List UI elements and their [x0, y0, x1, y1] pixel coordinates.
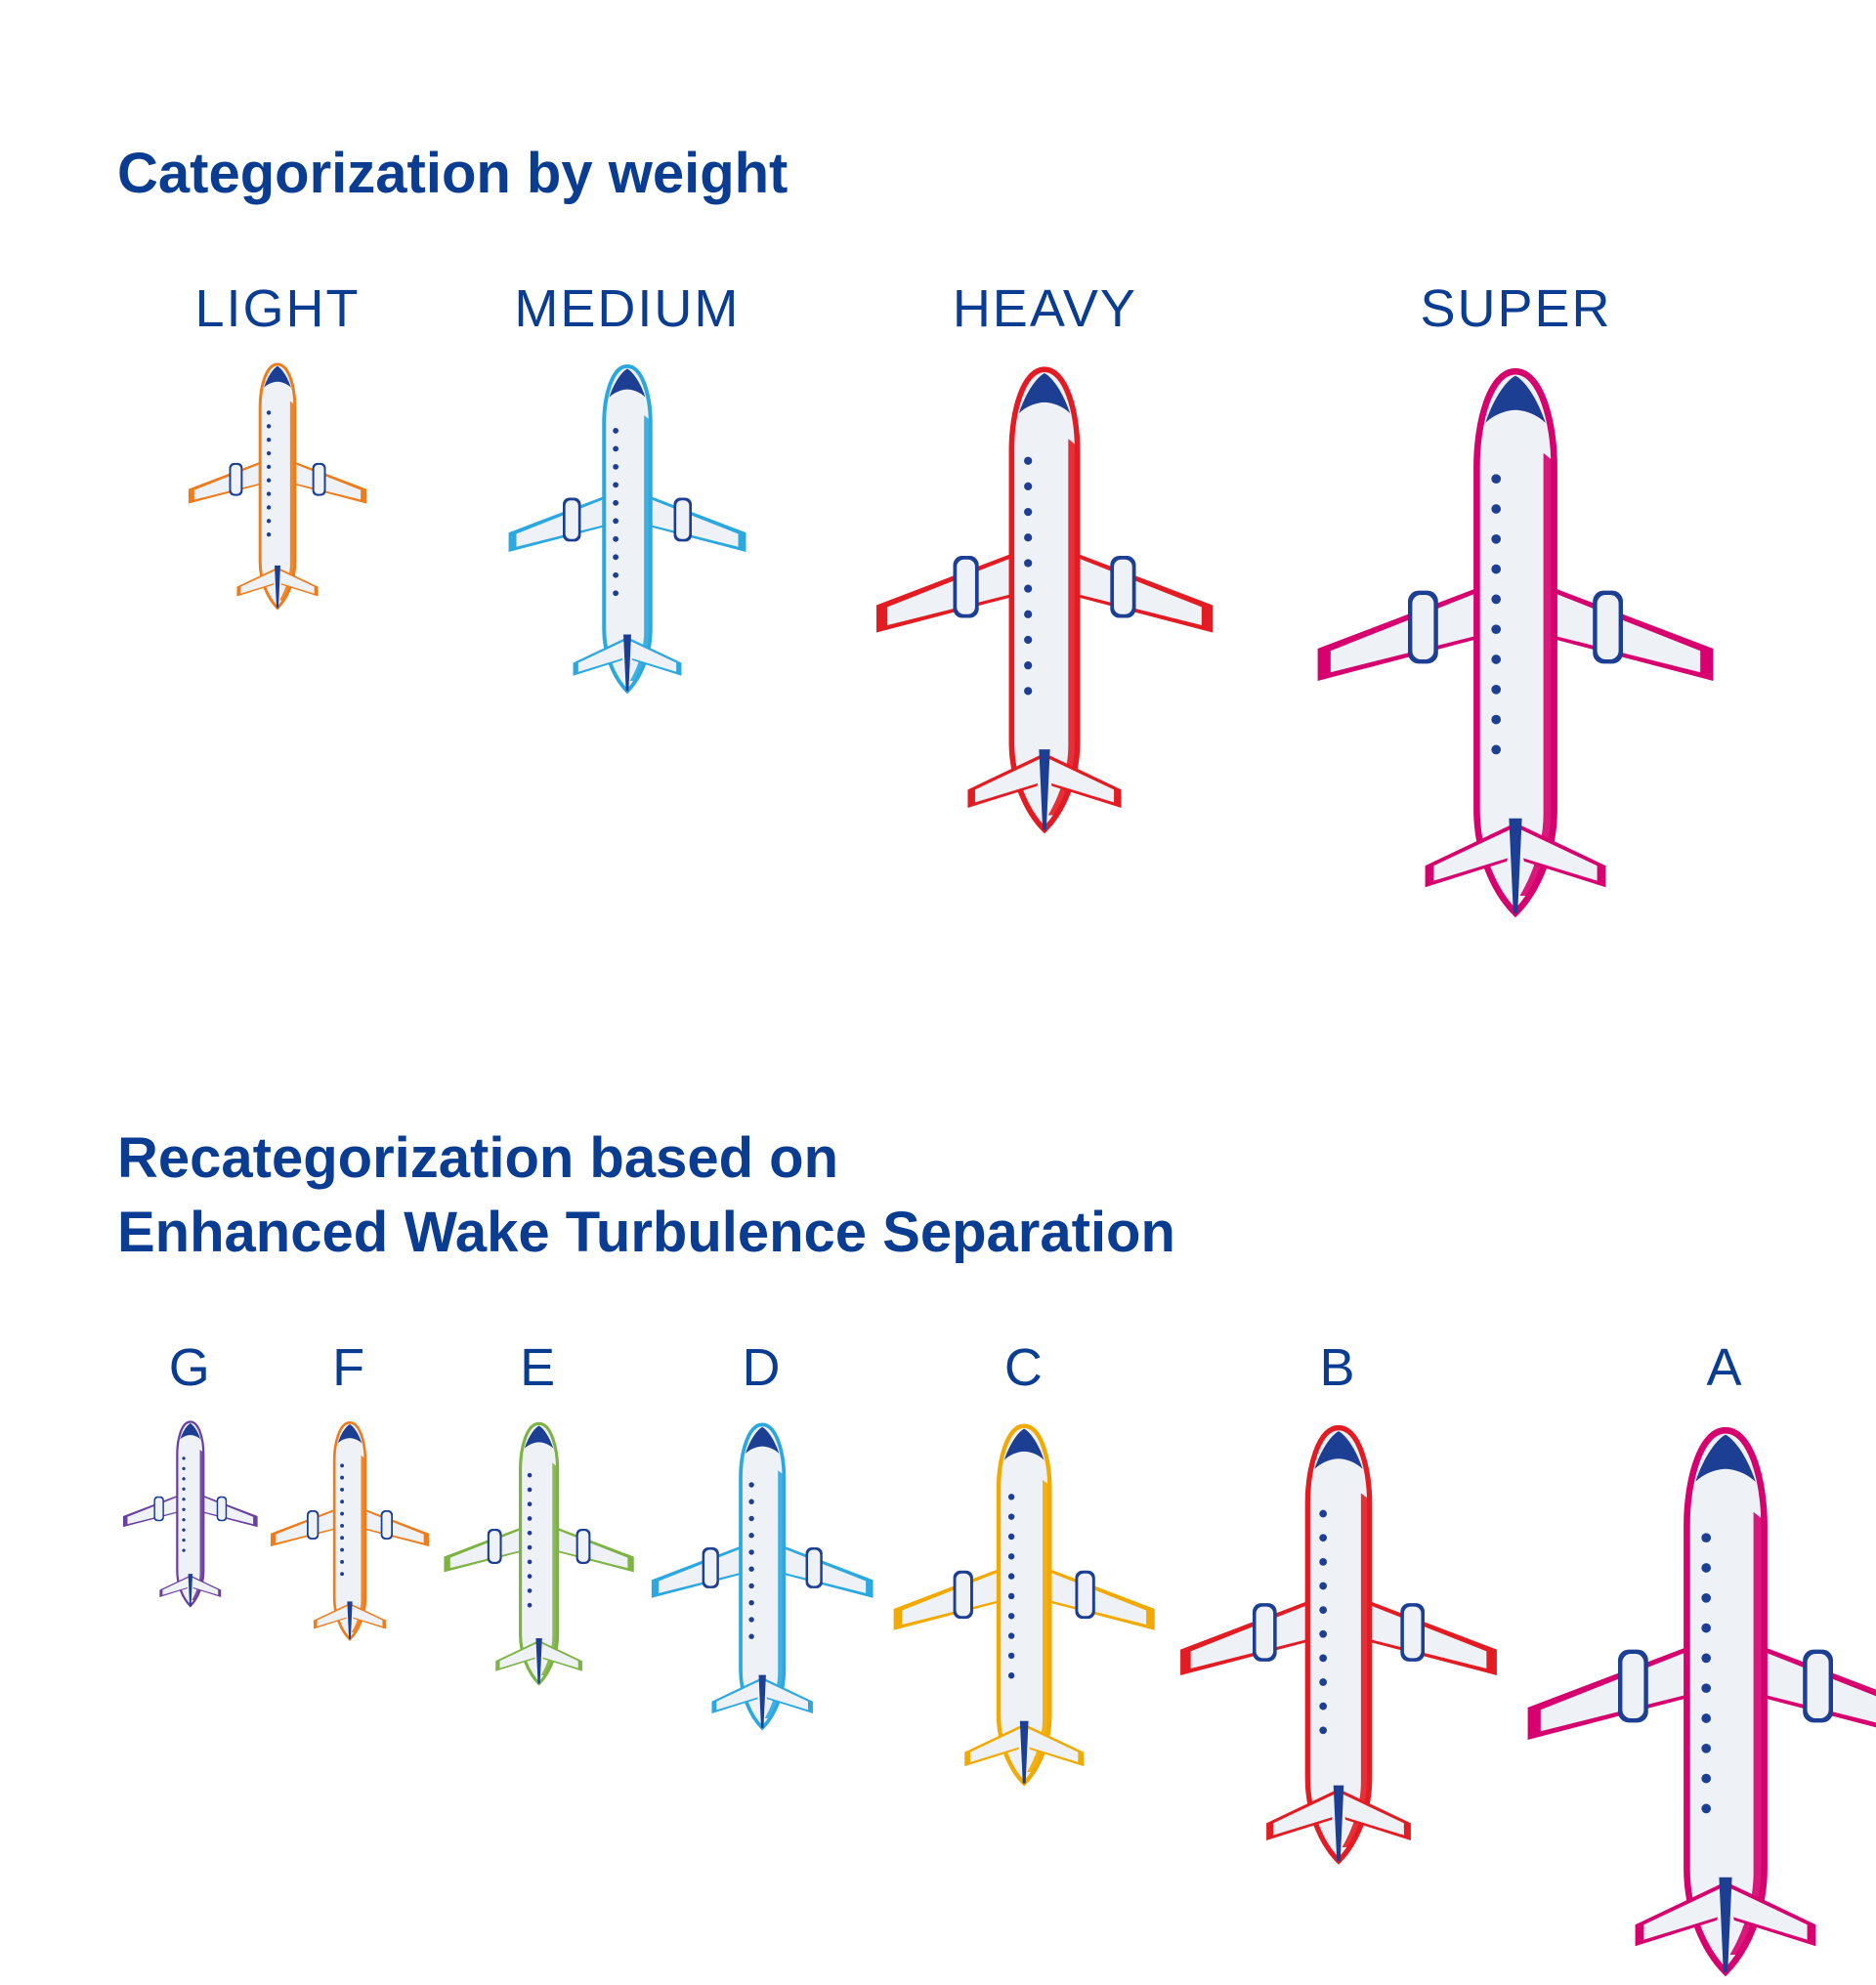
airplane-icon [117, 1417, 264, 1610]
plane-col: F [264, 1337, 436, 1644]
plane-label: B [1320, 1337, 1357, 1398]
plane-label: SUPER [1420, 278, 1611, 339]
plane-col: G [117, 1337, 264, 1610]
section-title-recat: Recategorization based onEnhanced Wake T… [117, 1121, 1759, 1269]
plane-label: A [1707, 1337, 1744, 1398]
airplane-icon [1511, 1417, 1876, 1985]
section-title-weight: Categorization by weight [117, 137, 1759, 210]
plane-col: SUPER [1273, 278, 1759, 926]
plane-col: D [642, 1337, 882, 1735]
airplane-icon [1167, 1417, 1511, 1872]
airplane-icon [862, 359, 1227, 841]
airplane-icon [1300, 359, 1730, 926]
plane-col: B [1167, 1337, 1511, 1872]
airplane-icon [498, 359, 756, 698]
plane-col: LIGHT [117, 278, 438, 613]
plane-label: G [169, 1337, 212, 1398]
plane-col: E [436, 1337, 642, 1690]
plane-col: A [1511, 1337, 1876, 1985]
airplane-icon [181, 359, 374, 613]
airplane-icon [436, 1417, 642, 1690]
plane-col: MEDIUM [438, 278, 817, 698]
plane-label: D [742, 1337, 782, 1398]
row-weight-categories: LIGHT MEDIUM HEAVY [117, 278, 1759, 926]
airplane-icon [642, 1417, 882, 1735]
plane-label: E [520, 1337, 557, 1398]
plane-label: LIGHT [195, 278, 361, 339]
airplane-icon [882, 1417, 1166, 1792]
plane-label: F [332, 1337, 366, 1398]
row-recat-categories: G F E [117, 1337, 1759, 1985]
plane-label: HEAVY [953, 278, 1137, 339]
plane-col: C [882, 1337, 1166, 1792]
airplane-icon [264, 1417, 436, 1644]
plane-label: MEDIUM [514, 278, 740, 339]
plane-label: C [1004, 1337, 1045, 1398]
plane-col: HEAVY [817, 278, 1273, 841]
